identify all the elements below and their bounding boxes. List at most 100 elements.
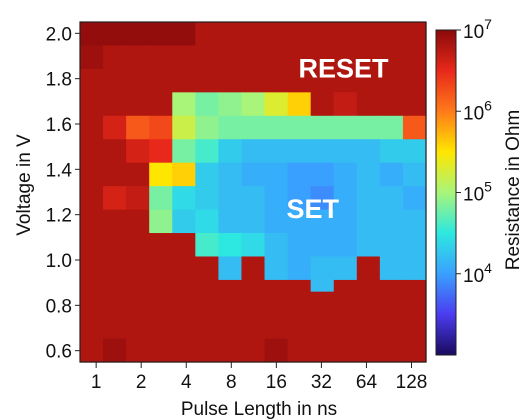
heatmap-cell <box>379 57 404 70</box>
heatmap-cell <box>264 57 289 70</box>
heatmap-cell <box>195 326 219 340</box>
heatmap-cell <box>333 186 358 199</box>
heatmap-cell <box>149 303 173 316</box>
heatmap-cell <box>264 174 289 187</box>
heatmap-cell <box>264 315 289 328</box>
heatmap-cell <box>333 303 358 316</box>
heatmap-cell <box>195 92 219 105</box>
heatmap-cell <box>172 350 196 363</box>
heatmap-cell <box>218 92 243 105</box>
heatmap-cell <box>218 68 243 82</box>
heatmap-cell <box>310 174 335 187</box>
heatmap-cell <box>264 244 289 258</box>
heatmap-cell <box>379 80 404 93</box>
heatmap-cell <box>264 68 289 82</box>
heatmap-cell <box>356 338 381 351</box>
heatmap-cell <box>80 244 104 258</box>
heatmap-cell <box>103 45 127 58</box>
heatmap-cell <box>356 104 381 117</box>
heatmap-cell <box>103 197 127 211</box>
heatmap-cell <box>402 197 427 211</box>
heatmap-cell <box>402 33 427 47</box>
heatmap-cell <box>172 104 196 117</box>
heatmap-cell <box>241 244 266 258</box>
heatmap-cell <box>172 115 196 129</box>
heatmap-cell <box>287 92 312 105</box>
heatmap-cell <box>126 174 150 187</box>
heatmap-cell <box>310 68 335 82</box>
heatmap-cell <box>356 279 381 293</box>
heatmap-cell <box>80 268 104 281</box>
region-label-set: SET <box>286 194 339 224</box>
heatmap-cell <box>310 209 335 222</box>
heatmap-cell <box>402 57 427 70</box>
heatmap-cell <box>287 268 312 281</box>
heatmap-cell <box>80 291 104 304</box>
heatmap-cell <box>149 68 173 82</box>
heatmap-cell <box>218 45 243 58</box>
heatmap-cell <box>195 233 219 246</box>
heatmap-cell <box>195 104 219 117</box>
x-tick-label: 4 <box>181 372 192 393</box>
heatmap-cell <box>287 45 312 58</box>
heatmap-cell <box>241 338 266 351</box>
heatmap-cell <box>126 209 150 222</box>
heatmap-cell <box>218 256 243 269</box>
heatmap-cell <box>149 326 173 340</box>
heatmap-cell <box>333 209 358 222</box>
heatmap-cell <box>264 80 289 93</box>
heatmap-cell <box>402 92 427 105</box>
heatmap-cell <box>149 197 173 211</box>
heatmap-cell <box>172 268 196 281</box>
heatmap-cell <box>333 104 358 117</box>
heatmap-cell <box>80 186 104 199</box>
heatmap-cell <box>356 45 381 58</box>
heatmap-cell <box>218 127 243 140</box>
heatmap-cell <box>126 186 150 199</box>
heatmap-cell <box>264 115 289 129</box>
heatmap-cell <box>218 350 243 363</box>
heatmap-cell <box>218 174 243 187</box>
heatmap-cell <box>241 33 266 47</box>
heatmap-cell <box>149 162 173 176</box>
heatmap-cell <box>80 115 104 129</box>
heatmap-cell <box>103 139 127 152</box>
heatmap-cell <box>126 291 150 304</box>
heatmap-cell <box>103 115 127 129</box>
heatmap-cell <box>264 291 289 304</box>
heatmap-cell <box>264 104 289 117</box>
heatmap-cell <box>218 104 243 117</box>
heatmap-cell <box>80 221 104 234</box>
heatmap-cell <box>172 162 196 176</box>
heatmap-cell <box>333 80 358 93</box>
heatmap-cell <box>80 326 104 340</box>
heatmap-cell <box>287 303 312 316</box>
heatmap-cell <box>333 350 358 363</box>
heatmap-cell <box>149 45 173 58</box>
heatmap-cell <box>333 291 358 304</box>
heatmap-cell <box>172 221 196 234</box>
heatmap-cell <box>218 209 243 222</box>
heatmap-cell <box>241 68 266 82</box>
heatmap-cell <box>379 186 404 199</box>
y-tick-label: 2.0 <box>46 24 72 45</box>
heatmap-cell <box>80 162 104 176</box>
heatmap-cell <box>287 104 312 117</box>
heatmap-cell <box>149 150 173 164</box>
heatmap-cell <box>195 315 219 328</box>
heatmap-cell <box>356 22 381 35</box>
heatmap-cell <box>287 162 312 176</box>
heatmap-cell <box>287 33 312 47</box>
heatmap-cell <box>310 80 335 93</box>
heatmap-cell <box>402 244 427 258</box>
y-tick-label: 1.4 <box>46 160 73 181</box>
heatmap-cell <box>379 268 404 281</box>
heatmap-cell <box>195 139 219 152</box>
heatmap-cell <box>379 303 404 316</box>
heatmap-cell <box>195 45 219 58</box>
x-tick-label: 1 <box>91 372 102 393</box>
heatmap-cell <box>149 92 173 105</box>
heatmap-cell <box>287 150 312 164</box>
heatmap-cell <box>172 279 196 293</box>
heatmap-cell <box>287 209 312 222</box>
